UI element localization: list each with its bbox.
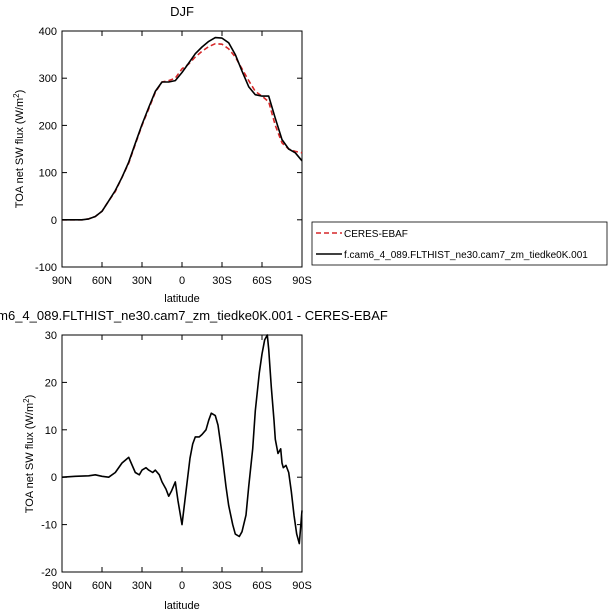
x-tick-label: 30N xyxy=(132,580,152,592)
x-tick-label: 60S xyxy=(252,275,272,287)
y-axis-label-superscript: 2 xyxy=(12,93,21,98)
y-tick-label: 30 xyxy=(45,330,57,342)
x-ticks: 90N 60N 30N 0 30S 60S 90S xyxy=(52,31,312,287)
x-tick-label: 90N xyxy=(52,275,72,287)
plot-frame xyxy=(61,30,303,268)
legend-entry-ceres: CERES-EBAF xyxy=(344,229,408,240)
x-tick-label: 30S xyxy=(212,580,232,592)
x-axis-label: latitude xyxy=(164,600,199,612)
x-tick-label: 60N xyxy=(92,580,112,592)
y-axis-label-main: TOA net SW flux (W/m xyxy=(24,403,36,513)
x-tick-label: 90S xyxy=(292,275,312,287)
y-tick-label: 0 xyxy=(51,472,57,484)
y-axis-label-superscript: 2 xyxy=(22,398,31,403)
y-ticks: -20 -10 0 10 20 30 xyxy=(41,330,302,579)
series-lines xyxy=(61,334,303,545)
legend-entry-model: f.cam6_4_089.FLTHIST_ne30.cam7_zm_tiedke… xyxy=(344,250,588,261)
y-ticks: -100 0 100 200 300 400 xyxy=(35,26,302,274)
x-tick-label: 30S xyxy=(212,275,232,287)
y-axis-label: TOA net SW flux (W/m2) xyxy=(22,395,36,514)
difference-panel: f.cam6_4_089.FLTHIST_ne30.cam7_zm_tiedke… xyxy=(0,308,388,612)
y-tick-label: 300 xyxy=(39,73,57,85)
x-tick-label: 0 xyxy=(179,275,185,287)
y-tick-label: 20 xyxy=(45,377,57,389)
y-tick-label: 0 xyxy=(51,215,57,227)
y-tick-label: 400 xyxy=(39,26,57,38)
y-tick-label: 100 xyxy=(39,168,57,180)
y-tick-label: -10 xyxy=(41,520,57,532)
series-line-primary xyxy=(61,334,303,545)
plot-frame xyxy=(61,334,303,573)
x-ticks: 90N 60N 30N 0 30S 60S 90S xyxy=(52,335,312,592)
y-axis-label: TOA net SW flux (W/m2) xyxy=(12,90,26,209)
difference-title: f.cam6_4_089.FLTHIST_ne30.cam7_zm_tiedke… xyxy=(0,308,388,323)
x-tick-label: 0 xyxy=(179,580,185,592)
x-axis-label: latitude xyxy=(164,293,199,305)
x-tick-label: 30N xyxy=(132,275,152,287)
series-line-secondary xyxy=(62,36,303,221)
y-axis-label-suffix: ) xyxy=(14,90,26,94)
x-tick-label: 90S xyxy=(292,580,312,592)
series-line-primary xyxy=(62,42,303,221)
y-tick-label: 10 xyxy=(45,425,57,437)
y-tick-label: -100 xyxy=(35,262,57,274)
chart-title: DJF xyxy=(170,4,194,19)
y-axis-label-suffix: ) xyxy=(24,395,36,399)
y-tick-label: 200 xyxy=(39,120,57,132)
x-tick-label: 90N xyxy=(52,580,72,592)
y-axis-label-main: TOA net SW flux (W/m xyxy=(14,98,26,208)
x-tick-label: 60S xyxy=(252,580,272,592)
legend: CERES-EBAF f.cam6_4_089.FLTHIST_ne30.cam… xyxy=(311,221,608,266)
y-tick-label: -20 xyxy=(41,567,57,579)
legend-frame xyxy=(311,221,608,266)
x-tick-label: 60N xyxy=(92,275,112,287)
series-lines xyxy=(62,36,303,221)
